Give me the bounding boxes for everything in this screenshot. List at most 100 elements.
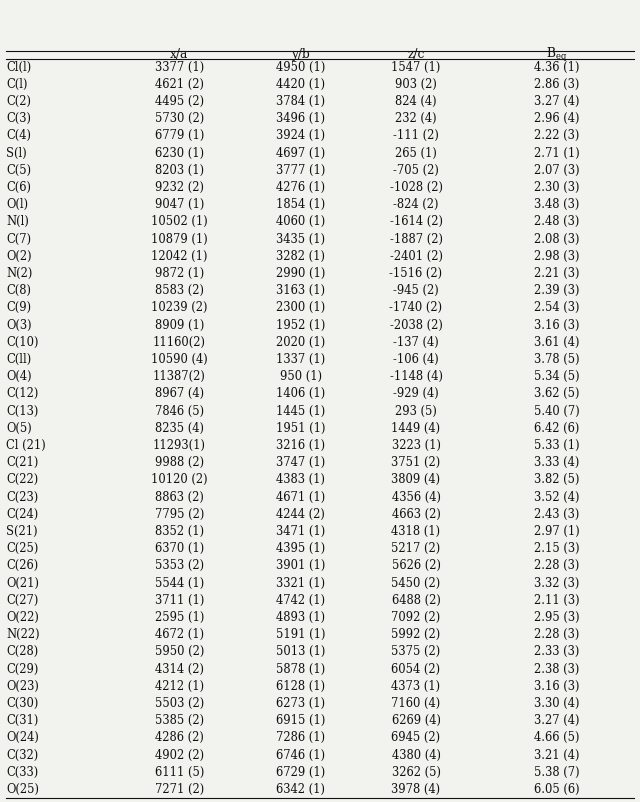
Text: B$_{\mathregular{eq}}$: B$_{\mathregular{eq}}$ [546,46,568,63]
Text: C(13): C(13) [6,404,39,418]
Text: 5.38 (7): 5.38 (7) [534,766,580,779]
Text: z/c: z/c [407,48,425,61]
Text: -106 (4): -106 (4) [393,353,439,366]
Text: 1854 (1): 1854 (1) [276,198,325,211]
Text: 11293(1): 11293(1) [153,439,205,452]
Text: 8203 (1): 8203 (1) [155,164,204,176]
Text: 6111 (5): 6111 (5) [154,766,204,779]
Text: 4373 (1): 4373 (1) [392,680,440,693]
Text: 5992 (2): 5992 (2) [392,628,440,641]
Text: 3223 (1): 3223 (1) [392,439,440,452]
Text: 8909 (1): 8909 (1) [154,318,204,331]
Text: 4314 (2): 4314 (2) [155,662,204,675]
Text: -111 (2): -111 (2) [393,129,439,143]
Text: 824 (4): 824 (4) [395,95,437,108]
Text: 9988 (2): 9988 (2) [155,456,204,469]
Text: 3.48 (3): 3.48 (3) [534,198,579,211]
Text: 2020 (1): 2020 (1) [276,336,325,349]
Text: 4356 (4): 4356 (4) [392,491,440,504]
Text: 5191 (1): 5191 (1) [276,628,326,641]
Text: 1445 (1): 1445 (1) [276,404,325,418]
Text: Cl (21): Cl (21) [6,439,46,452]
Text: 2.11 (3): 2.11 (3) [534,593,580,607]
Text: 4383 (1): 4383 (1) [276,473,325,486]
Text: 5450 (2): 5450 (2) [392,577,440,589]
Text: -1887 (2): -1887 (2) [390,233,442,245]
Text: 6729 (1): 6729 (1) [276,766,325,779]
Text: 3784 (1): 3784 (1) [276,95,325,108]
Text: C(ll): C(ll) [6,353,31,366]
Text: 4212 (1): 4212 (1) [155,680,204,693]
Text: C(31): C(31) [6,714,39,727]
Text: 4671 (1): 4671 (1) [276,491,325,504]
Text: 2.07 (3): 2.07 (3) [534,164,580,176]
Text: -929 (4): -929 (4) [393,387,439,400]
Text: C(21): C(21) [6,456,39,469]
Text: O(22): O(22) [6,611,39,624]
Text: C(26): C(26) [6,559,38,573]
Text: C(9): C(9) [6,302,31,314]
Text: 3.82 (5): 3.82 (5) [534,473,580,486]
Text: 6915 (1): 6915 (1) [276,714,326,727]
Text: 3216 (1): 3216 (1) [276,439,325,452]
Text: C(23): C(23) [6,491,38,504]
Text: 265 (1): 265 (1) [395,147,437,160]
Text: 3435 (1): 3435 (1) [276,233,325,245]
Text: 3.21 (4): 3.21 (4) [534,748,580,762]
Text: C(27): C(27) [6,593,39,607]
Text: 7286 (1): 7286 (1) [276,731,325,744]
Text: 4276 (1): 4276 (1) [276,181,325,194]
Text: 5503 (2): 5503 (2) [155,697,204,710]
Text: 4893 (1): 4893 (1) [276,611,325,624]
Text: 4902 (2): 4902 (2) [155,748,204,762]
Text: C(32): C(32) [6,748,38,762]
Text: 5385 (2): 5385 (2) [155,714,204,727]
Text: 10879 (1): 10879 (1) [151,233,207,245]
Text: 4420 (1): 4420 (1) [276,78,325,91]
Text: 3377 (1): 3377 (1) [155,61,204,74]
Text: 3262 (5): 3262 (5) [392,766,440,779]
Text: C(8): C(8) [6,284,31,298]
Text: 8967 (4): 8967 (4) [155,387,204,400]
Text: N(2): N(2) [6,267,33,280]
Text: 1406 (1): 1406 (1) [276,387,325,400]
Text: C(l): C(l) [6,78,28,91]
Text: O(5): O(5) [6,422,32,435]
Text: 950 (1): 950 (1) [280,371,322,383]
Text: 6.42 (6): 6.42 (6) [534,422,579,435]
Text: 3163 (1): 3163 (1) [276,284,325,298]
Text: 3751 (2): 3751 (2) [392,456,440,469]
Text: 3282 (1): 3282 (1) [276,249,325,263]
Text: 10590 (4): 10590 (4) [151,353,207,366]
Text: 11387(2): 11387(2) [153,371,205,383]
Text: O(24): O(24) [6,731,39,744]
Text: 3747 (1): 3747 (1) [276,456,325,469]
Text: 2.22 (3): 2.22 (3) [534,129,579,143]
Text: 4742 (1): 4742 (1) [276,593,325,607]
Text: C(3): C(3) [6,112,31,125]
Text: C(2): C(2) [6,95,31,108]
Text: 1337 (1): 1337 (1) [276,353,325,366]
Text: C(22): C(22) [6,473,38,486]
Text: 2.33 (3): 2.33 (3) [534,646,579,658]
Text: -705 (2): -705 (2) [393,164,439,176]
Text: -945 (2): -945 (2) [393,284,439,298]
Text: 5730 (2): 5730 (2) [155,112,204,125]
Text: 7795 (2): 7795 (2) [154,508,204,520]
Text: 3.16 (3): 3.16 (3) [534,318,580,331]
Text: 6273 (1): 6273 (1) [276,697,325,710]
Text: 1547 (1): 1547 (1) [391,61,441,74]
Text: 3.27 (4): 3.27 (4) [534,95,580,108]
Text: -2038 (2): -2038 (2) [390,318,442,331]
Text: 10120 (2): 10120 (2) [151,473,207,486]
Text: -1028 (2): -1028 (2) [390,181,442,194]
Text: 5.33 (1): 5.33 (1) [534,439,580,452]
Text: 2595 (1): 2595 (1) [154,611,204,624]
Text: 12042 (1): 12042 (1) [151,249,207,263]
Text: 4495 (2): 4495 (2) [155,95,204,108]
Text: 6945 (2): 6945 (2) [392,731,440,744]
Text: S(21): S(21) [6,525,38,538]
Text: 5353 (2): 5353 (2) [155,559,204,573]
Text: 3809 (4): 3809 (4) [392,473,440,486]
Text: 6488 (2): 6488 (2) [392,593,440,607]
